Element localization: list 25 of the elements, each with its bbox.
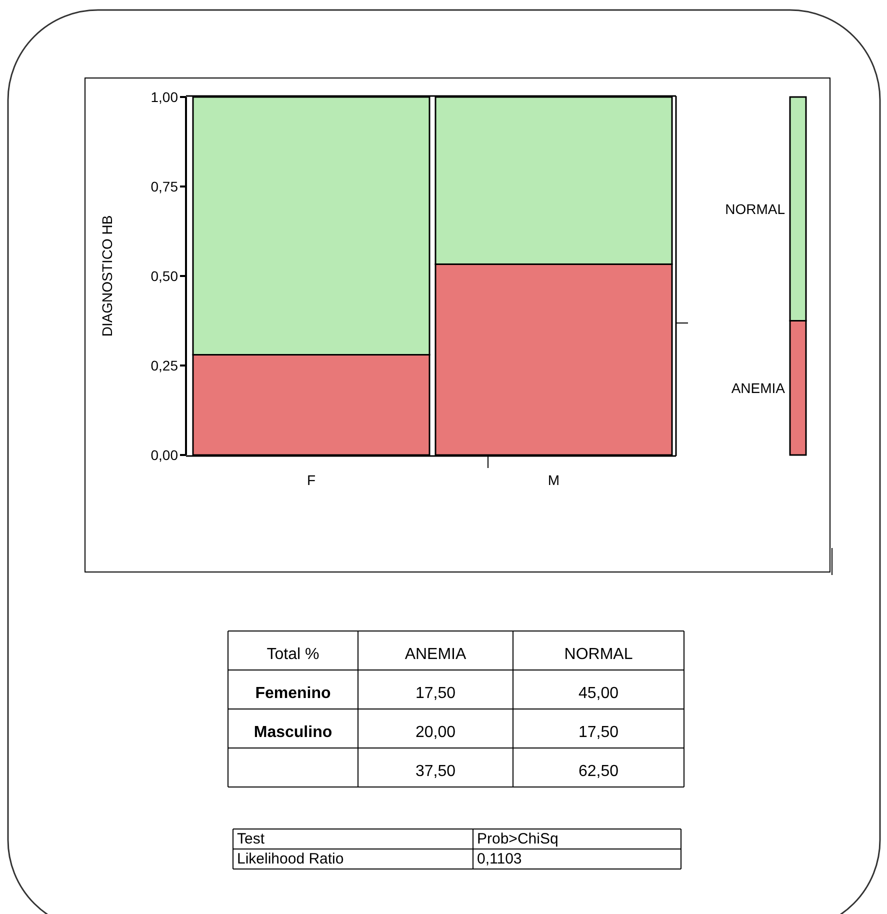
category-label: Total % (266, 646, 320, 664)
y-axis-title: DIAGNOSTICO HB (99, 215, 115, 337)
y-tick-label: 0,00 (150, 447, 178, 463)
text: Masculino (254, 724, 332, 742)
y-tick-label: 0,25 (150, 358, 178, 374)
y-tick-label: 0,50 (150, 268, 178, 284)
category-label: ANEMIA (404, 646, 466, 664)
text: 62,50 (578, 763, 619, 780)
text: Likelihood Ratio (237, 850, 344, 868)
text: 17,50 (578, 724, 619, 742)
category-label: Test (237, 830, 266, 848)
y-tick-label: 1,00 (150, 89, 178, 105)
series-label: NORMAL (725, 200, 786, 217)
y-tick-label: 0,75 (150, 178, 178, 194)
category-label: Prob>ChiSq (477, 830, 558, 848)
x-tick-label: M (548, 472, 560, 488)
x-tick-label: F (306, 472, 316, 488)
category-label: NORMAL (564, 646, 633, 664)
text: 20,00 (415, 724, 456, 742)
text: 0,1103 (477, 850, 522, 868)
text: 17,50 (415, 685, 456, 702)
text: 37,50 (415, 763, 456, 780)
series-label: ANEMIA (731, 380, 786, 396)
text: 45,00 (578, 685, 619, 702)
text: Femenino (255, 685, 332, 702)
